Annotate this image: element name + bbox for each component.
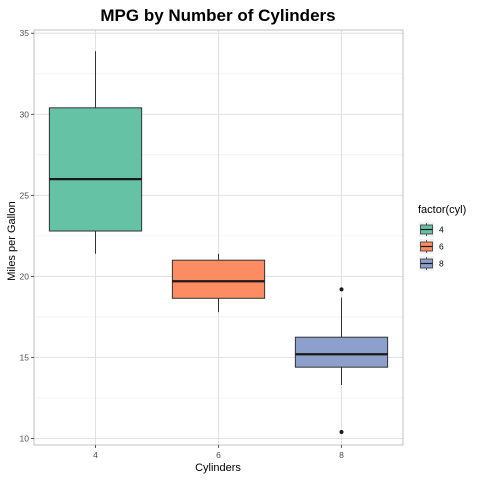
legend-entries: 4 6 8 <box>419 222 444 271</box>
x-axis-title: Cylinders <box>195 462 241 474</box>
box-group-6 <box>171 253 266 313</box>
legend-item-8: 8 <box>419 256 444 271</box>
legend-label: 4 <box>439 225 444 235</box>
chart-title: MPG by Number of Cylinders <box>100 6 335 25</box>
x-tick-label: 4 <box>93 450 98 460</box>
boxes <box>48 51 389 435</box>
box-group-8 <box>294 287 389 435</box>
legend-label: 8 <box>439 259 444 269</box>
box-iqr <box>48 107 143 232</box>
y-tick-label: 20 <box>20 271 30 281</box>
box-iqr <box>294 336 389 368</box>
legend-item-6: 6 <box>419 239 444 254</box>
outlier-point <box>339 287 344 292</box>
y-tick-label: 30 <box>20 109 30 119</box>
y-axis-title: Miles per Gallon <box>6 201 18 280</box>
y-tick-label: 25 <box>20 190 30 200</box>
y-tick-label: 10 <box>20 434 30 444</box>
legend: factor(cyl) 4 6 8 <box>418 204 466 271</box>
legend-label: 6 <box>439 242 444 252</box>
x-tick-label: 8 <box>339 450 344 460</box>
x-axis: 4 6 8 <box>93 445 344 460</box>
box-group-4 <box>48 51 143 254</box>
plot-panel <box>33 29 404 446</box>
y-axis: 10 15 20 25 30 35 <box>20 28 34 444</box>
box-iqr <box>171 259 266 299</box>
x-tick-label: 6 <box>216 450 221 460</box>
legend-title: factor(cyl) <box>418 204 466 216</box>
legend-item-4: 4 <box>419 222 444 237</box>
y-tick-label: 15 <box>20 352 30 362</box>
outlier-point <box>339 430 344 435</box>
y-tick-label: 35 <box>20 28 30 38</box>
